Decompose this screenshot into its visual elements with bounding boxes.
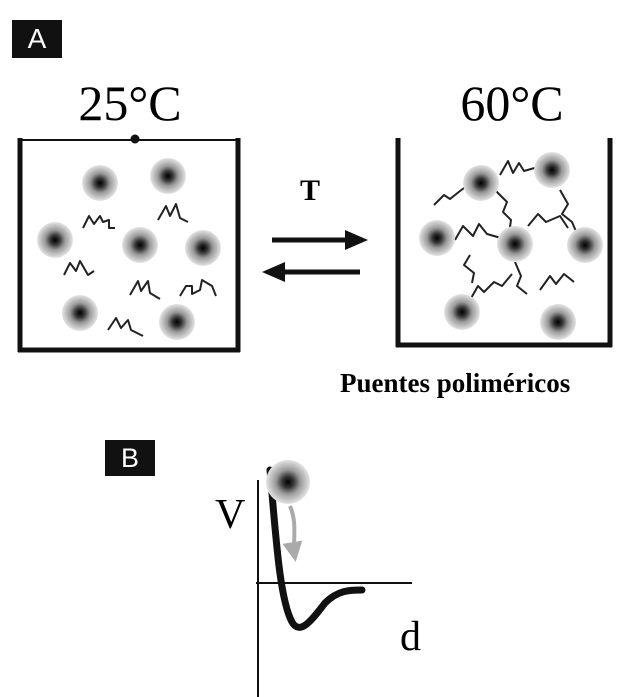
panel-label-box [105,440,155,476]
temperature-left: 25°C [78,75,181,131]
panel-label: B [121,443,139,473]
particle [266,460,310,504]
particle [534,152,570,188]
panel-label: A [28,23,47,54]
potential-curve [266,466,366,631]
particle [497,226,533,262]
panel-label-box [12,20,62,58]
particle [567,227,603,263]
polymers-left [63,203,217,337]
particle [444,294,480,330]
temperature-right: 60°C [460,75,563,131]
container-right [395,138,613,348]
particle [37,222,73,258]
particle [62,295,98,331]
container-left [17,134,241,353]
caption: Puentes poliméricos [340,368,570,398]
particle [122,227,158,263]
motion-arrow [282,505,303,562]
particle [540,304,576,340]
particle [419,220,455,256]
particle [150,158,186,194]
particle [185,230,221,266]
particle [159,304,195,340]
particle [82,165,118,201]
y-axis-label: V [215,492,245,538]
particle [463,165,499,201]
particles [37,152,603,340]
equilibrium-arrows [262,230,368,282]
arrow-label: T [300,174,320,207]
x-axis-label: d [400,614,421,660]
